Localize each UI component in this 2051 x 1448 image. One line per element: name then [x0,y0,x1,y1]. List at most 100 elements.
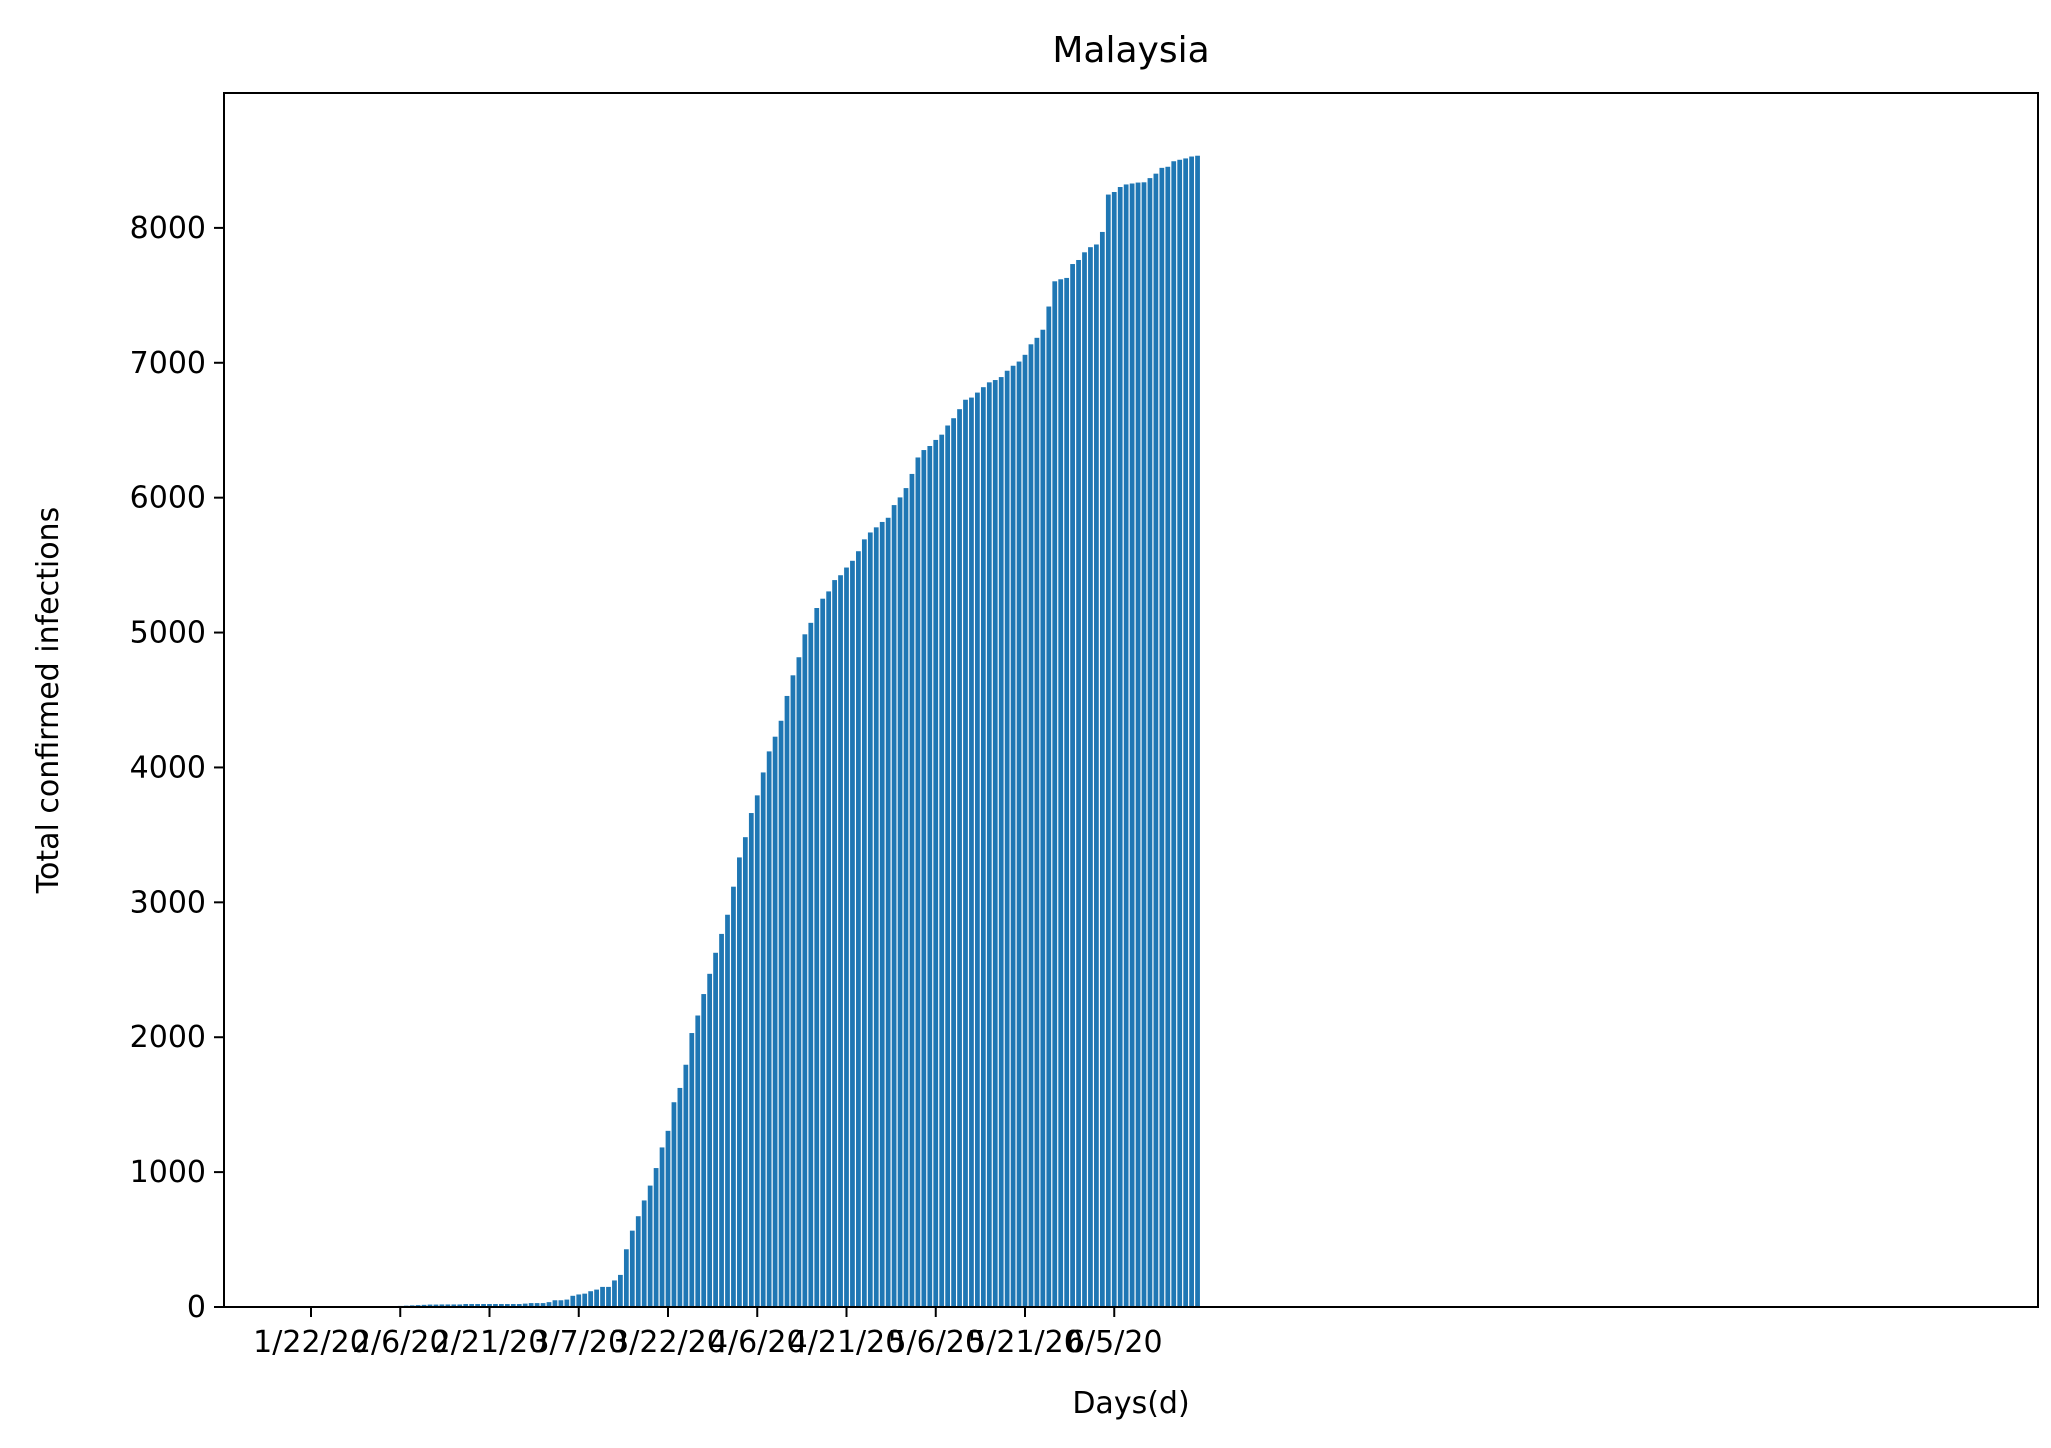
bar [1147,178,1153,1308]
bar [725,914,730,1307]
bar [969,397,974,1308]
x-tick-label: 3/7/20 [530,1325,627,1360]
bar [731,886,736,1307]
bar [1070,264,1075,1307]
bar [1082,252,1087,1307]
bar [1076,259,1081,1307]
bar [600,1286,605,1307]
bar [1111,192,1117,1307]
bar [713,952,718,1307]
bar [659,1147,665,1307]
bar [867,532,873,1307]
bar [820,598,826,1307]
bar [832,580,837,1307]
bar [814,608,820,1307]
bar [546,1302,552,1307]
bar [433,1304,439,1307]
bar [647,1185,653,1307]
y-tick-label: 7000 [130,346,206,381]
bar [933,439,939,1307]
bar [1094,244,1099,1308]
bar [790,675,796,1307]
bar [1040,329,1046,1308]
bar [909,473,915,1307]
bar [742,837,748,1307]
bar [963,399,968,1307]
bar [879,521,885,1307]
x-tick-label: 4/6/20 [709,1325,806,1360]
x-tick-label: 2/6/20 [352,1325,449,1360]
bar [927,446,933,1307]
bar [844,567,849,1307]
bar [493,1304,498,1307]
chart-title: Malaysia [1052,30,1209,71]
bar [796,657,802,1307]
bar [683,1064,689,1307]
bar [1064,277,1070,1308]
x-tick-label: 3/22/20 [610,1325,726,1360]
bar [945,425,951,1307]
bar [856,551,861,1307]
bar [1034,337,1040,1307]
bar [552,1300,558,1307]
y-tick-label: 6000 [130,481,206,516]
bar [1046,306,1052,1307]
bar [1171,161,1177,1307]
x-tick-label: 1/22/20 [253,1325,369,1360]
bar [1189,156,1194,1307]
x-tick-label: 2/21/20 [432,1325,548,1360]
bar [1135,182,1141,1307]
y-axis: 0 1000 2000 3000 4000 5000 6000 7000 8000 [130,211,224,1325]
bar [582,1293,588,1307]
bar [499,1304,504,1307]
bar [998,377,1004,1308]
bar [921,450,927,1307]
bar [737,857,742,1307]
bar [992,380,998,1307]
bar [951,418,956,1308]
y-tick-label: 4000 [130,750,206,785]
bar [1010,365,1016,1307]
bar [445,1304,451,1307]
bar [481,1304,486,1307]
bar [457,1304,463,1307]
bar [701,994,707,1307]
bar [594,1289,599,1307]
bar [897,497,903,1307]
bar [588,1291,594,1307]
bar [885,517,891,1307]
y-tick-label: 8000 [130,211,206,246]
bar [677,1087,683,1307]
bar [510,1304,516,1307]
bar [540,1303,546,1307]
bar [1117,187,1123,1307]
bar [475,1304,480,1307]
x-axis: 1/22/202/6/202/21/203/7/203/22/204/6/204… [253,1307,1163,1360]
x-tick-label: 4/21/20 [789,1325,905,1360]
bar [772,736,778,1307]
y-tick-label: 5000 [130,616,206,651]
bar [558,1300,564,1307]
bar [641,1200,647,1307]
bar [873,527,879,1307]
x-tick-label: 5/21/20 [967,1325,1083,1360]
bar [1159,167,1165,1308]
bar [653,1168,659,1307]
bar [784,695,790,1307]
bar [439,1304,445,1307]
bar [826,591,832,1307]
bar [606,1286,611,1307]
bar [487,1304,492,1307]
bar [838,575,843,1307]
bar [1141,182,1147,1307]
bar [623,1249,629,1307]
bar [760,772,766,1307]
bar [463,1304,469,1307]
bar [671,1102,677,1307]
y-tick-label: 2000 [130,1020,206,1055]
bar [1016,361,1022,1307]
bar [1183,158,1189,1307]
y-axis-title: Total confirmed infections [31,507,66,894]
bar [1088,247,1093,1308]
